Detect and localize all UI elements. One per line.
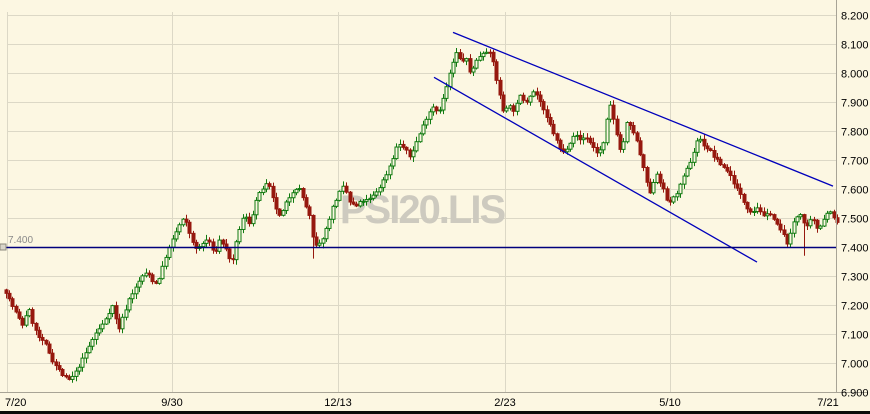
x-axis-label: 7/21 (817, 397, 838, 409)
axis-labels: 8.200 8.100 8.000 7.900 7.800 7.700 7.600 7.500… (5, 11, 869, 410)
y-axis-label: 7.300 (841, 272, 869, 284)
x-axis-label: 12/13 (324, 397, 352, 409)
x-axis-label: 7/20 (5, 397, 26, 409)
support-line-label: 7.400 (8, 235, 33, 246)
y-axis-label: 8.000 (841, 69, 869, 81)
y-axis-label: 7.600 (841, 185, 869, 197)
y-axis-label: 7.400 (841, 243, 869, 255)
support-line-handle[interactable] (0, 243, 7, 251)
x-axis-label: 5/10 (659, 397, 680, 409)
y-axis-label: 7.500 (841, 214, 869, 226)
y-axis-label: 8.200 (841, 11, 869, 23)
axis-lines (0, 0, 868, 393)
y-axis-label: 6.900 (841, 388, 869, 400)
bottom-bar (0, 411, 870, 414)
y-axis-label: 8.100 (841, 40, 869, 52)
y-axis-label: 7.000 (841, 359, 869, 371)
y-axis-label: 7.200 (841, 301, 869, 313)
y-axis-label: 7.700 (841, 156, 869, 168)
y-axis-label: 7.900 (841, 98, 869, 110)
lower-channel-line[interactable] (433, 76, 758, 263)
x-axis-label: 9/30 (161, 397, 182, 409)
y-axis-label: 7.800 (841, 127, 869, 139)
y-axis-label: 7.100 (841, 330, 869, 342)
x-axis-label: 2/23 (494, 397, 515, 409)
upper-channel-line[interactable] (452, 31, 834, 187)
trendlines[interactable] (433, 31, 834, 263)
support-line[interactable] (0, 243, 836, 251)
symbol-watermark: PSI20.LIS (340, 188, 506, 232)
